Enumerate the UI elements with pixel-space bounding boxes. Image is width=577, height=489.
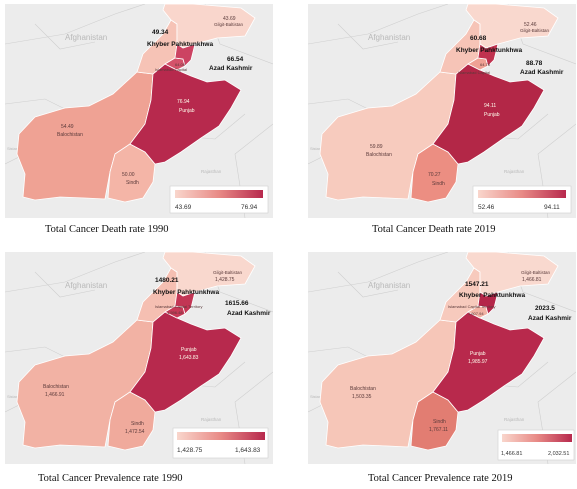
color-legend: 43.69 76.94 bbox=[169, 185, 269, 214]
balochistan-name: Balochistan bbox=[57, 132, 83, 138]
balochistan-name: Balochistan bbox=[43, 384, 69, 390]
punjab-value: 1,643.83 bbox=[179, 355, 199, 361]
sindh-value: 50.00 bbox=[122, 172, 135, 178]
gilgit-name: Gilgit-Baltistan bbox=[214, 22, 244, 27]
balochistan-value: 59.89 bbox=[370, 144, 383, 150]
ict-name: Islamabad Capital bbox=[155, 67, 187, 72]
ict-name: Islamabad Capital Territory bbox=[448, 304, 496, 309]
punjab-name: Punjab bbox=[179, 108, 195, 114]
ajk-name: Azad Kashmir bbox=[227, 310, 271, 317]
ict-name: Islamabad Capital Territory bbox=[155, 304, 203, 309]
punjab-name: Punjab bbox=[181, 347, 197, 353]
sindh-value: 1,472.54 bbox=[125, 429, 145, 435]
sindh-name: Sindh bbox=[126, 180, 139, 186]
ajk-value: 1615.66 bbox=[225, 300, 249, 307]
region-ajk[interactable] bbox=[477, 291, 499, 315]
punjab-name: Punjab bbox=[484, 112, 500, 118]
legend-max: 2,032.51 bbox=[548, 451, 569, 457]
balochistan-value: 54.49 bbox=[61, 124, 74, 130]
color-legend: 1,428.75 1,643.83 bbox=[172, 427, 269, 459]
ajk-value: 88.78 bbox=[526, 60, 543, 67]
balochistan-value: 1,466.91 bbox=[45, 392, 65, 398]
sindh-name: Sindh bbox=[432, 181, 445, 187]
punjab-value: 76.94 bbox=[177, 99, 190, 105]
legend-min: 43.69 bbox=[175, 204, 192, 211]
ajk-name: Azad Kashmir bbox=[520, 69, 564, 76]
balochistan-value: 1,503.35 bbox=[352, 394, 372, 400]
region-ajk[interactable] bbox=[174, 43, 196, 67]
sindh-name: Sindh bbox=[433, 419, 446, 425]
gilgit-value: 52.46 bbox=[524, 22, 537, 28]
color-legend: 52.46 94.11 bbox=[472, 185, 572, 214]
region-punjab[interactable] bbox=[129, 63, 242, 165]
sindh-value: 70.27 bbox=[428, 172, 441, 178]
ajk-name: Azad Kashmir bbox=[209, 65, 253, 72]
map-canvas: Afghanistan Rajasthan Sistan and Baluche… bbox=[5, 252, 273, 464]
rajasthan-label: Rajasthan bbox=[504, 417, 525, 422]
map-panel-death-2019: Afghanistan Rajasthan Sistan and Baluche… bbox=[308, 4, 576, 218]
legend-min: 1,466.81 bbox=[501, 451, 522, 457]
afghanistan-label: Afghanistan bbox=[65, 281, 107, 290]
region-punjab[interactable] bbox=[129, 311, 242, 413]
kpk-value: 60.68 bbox=[470, 35, 487, 42]
punjab-value: 1,985.97 bbox=[468, 359, 488, 365]
legend-max: 76.94 bbox=[241, 204, 258, 211]
balochistan-name: Balochistan bbox=[350, 386, 376, 392]
region-ajk[interactable] bbox=[174, 291, 196, 315]
gilgit-value: 1,428.75 bbox=[215, 277, 235, 283]
region-punjab[interactable] bbox=[432, 63, 545, 165]
caption-prevalence-1990: Total Cancer Prevalence rate 1990 bbox=[38, 473, 183, 484]
caption-death-2019: Total Cancer Death rate 2019 bbox=[372, 224, 496, 235]
caption-death-1990: Total Cancer Death rate 1990 bbox=[45, 224, 169, 235]
balochistan-name: Balochistan bbox=[366, 152, 392, 158]
gilgit-name: Gilgit-Baltistan bbox=[521, 270, 551, 275]
legend-max: 94.11 bbox=[544, 204, 560, 211]
kpk-value: 1547.21 bbox=[465, 281, 489, 288]
gilgit-name: Gilgit-Baltistan bbox=[213, 270, 243, 275]
ajk-value: 2023.5 bbox=[535, 305, 555, 312]
afghanistan-label: Afghanistan bbox=[368, 33, 410, 42]
map-panel-prevalence-2019: Afghanistan Rajasthan Sistan and Baluche… bbox=[308, 252, 576, 464]
region-punjab[interactable] bbox=[432, 311, 545, 413]
sindh-name: Sindh bbox=[131, 421, 144, 427]
gilgit-name: Gilgit-Baltistan bbox=[520, 28, 550, 33]
caption-prevalence-2019: Total Cancer Prevalence rate 2019 bbox=[368, 473, 513, 484]
kpk-value: 1480.21 bbox=[155, 277, 179, 284]
map-canvas: Afghanistan Rajasthan Sistan and Baluche… bbox=[308, 252, 576, 464]
kpk-value: 49.34 bbox=[152, 29, 169, 36]
gilgit-value: 1,466.81 bbox=[522, 277, 542, 283]
kpk-name: Khyber Pahktunkhwa bbox=[147, 41, 213, 48]
ict-value: 1,596.48 bbox=[167, 310, 183, 315]
sindh-value: 1,767.11 bbox=[429, 427, 448, 433]
ict-value: 1,607.94 bbox=[468, 311, 484, 316]
ict-value: 64.78 bbox=[480, 62, 491, 67]
legend-min: 1,428.75 bbox=[177, 447, 203, 454]
map-panel-prevalence-1990: Afghanistan Rajasthan Sistan and Baluche… bbox=[5, 252, 273, 464]
kpk-name: Khyber Pahktunkhwa bbox=[456, 47, 522, 54]
map-canvas: Afghanistan Rajasthan Sistan and Baluche… bbox=[5, 4, 273, 218]
ict-name: Islamabad Capital bbox=[458, 70, 490, 75]
punjab-value: 94.11 bbox=[484, 103, 496, 109]
ajk-name: Azad Kashmir bbox=[528, 315, 572, 322]
afghanistan-label: Afghanistan bbox=[65, 33, 107, 42]
rajasthan-label: Rajasthan bbox=[201, 169, 222, 174]
punjab-name: Punjab bbox=[470, 351, 486, 357]
ict-value: 64.09 bbox=[175, 62, 186, 67]
ajk-value: 66.54 bbox=[227, 56, 244, 63]
color-legend: 1,466.81 2,032.51 bbox=[497, 429, 575, 461]
kpk-name: Khyber Pahktunkhwa bbox=[153, 289, 219, 296]
rajasthan-label: Rajasthan bbox=[504, 169, 525, 174]
map-canvas: Afghanistan Rajasthan Sistan and Baluche… bbox=[308, 4, 576, 218]
legend-max: 1,643.83 bbox=[235, 447, 261, 454]
gilgit-value: 43.69 bbox=[223, 16, 236, 22]
legend-min: 52.46 bbox=[478, 204, 495, 211]
map-panel-death-1990: Afghanistan Rajasthan Sistan and Baluche… bbox=[5, 4, 273, 218]
rajasthan-label: Rajasthan bbox=[201, 417, 222, 422]
afghanistan-label: Afghanistan bbox=[368, 281, 410, 290]
region-ajk[interactable] bbox=[477, 43, 499, 67]
kpk-name: Khyber Pahktunkhwa bbox=[459, 292, 525, 299]
